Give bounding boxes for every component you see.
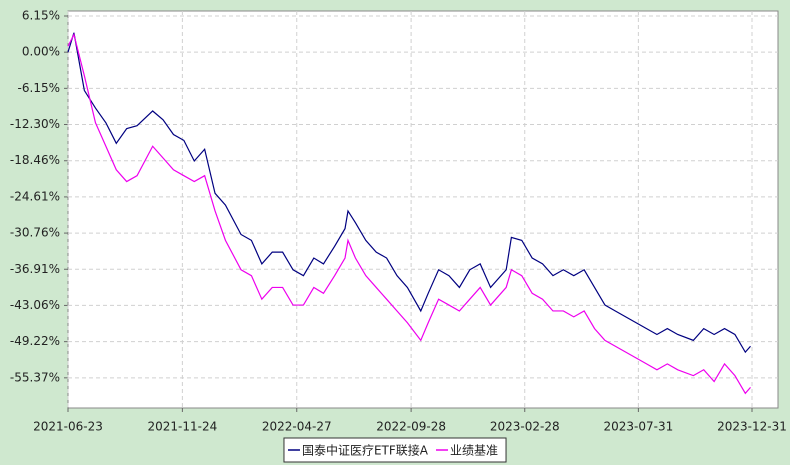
y-tick-label: -36.91% — [10, 262, 60, 276]
x-tick-label: 2022-09-28 — [376, 420, 446, 434]
series-line — [67, 32, 751, 395]
y-tick-label: -55.37% — [10, 370, 60, 384]
y-tick-label: -6.15% — [18, 81, 60, 95]
plot-area — [67, 10, 779, 409]
series-line — [67, 32, 751, 354]
legend-box — [283, 437, 507, 463]
y-tick-label: -30.76% — [10, 226, 60, 240]
y-tick-label: 0.00% — [22, 45, 60, 59]
y-tick-label: -12.30% — [10, 117, 60, 131]
y-tick-label: -18.46% — [10, 153, 60, 167]
x-tick-label: 2023-02-28 — [490, 420, 560, 434]
legend-label: 业绩基准 — [450, 444, 498, 458]
legend-label: 国泰中证医疗ETF联接A — [302, 443, 429, 458]
y-tick-label: -49.22% — [10, 334, 60, 348]
x-tick-label: 2021-11-24 — [147, 420, 217, 434]
y-tick-label: -43.06% — [10, 298, 60, 312]
x-tick-label: 2021-06-23 — [33, 420, 103, 434]
x-tick-label: 2023-12-31 — [717, 420, 787, 434]
x-tick-label: 2023-07-31 — [604, 420, 674, 434]
y-tick-label: -24.61% — [10, 189, 60, 203]
x-tick-label: 2022-04-27 — [262, 420, 332, 434]
y-tick-label: 6.15% — [22, 8, 60, 22]
